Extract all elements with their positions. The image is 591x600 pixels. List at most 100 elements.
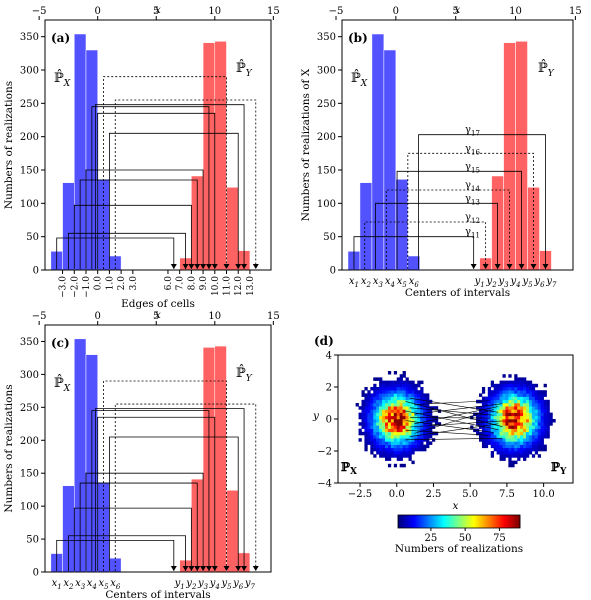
heatmap-cell (531, 435, 536, 439)
heatmap-cell (490, 451, 494, 455)
heatmap-cell (402, 371, 406, 375)
heatmap-cell (502, 412, 506, 417)
heatmap-cell (490, 428, 494, 433)
heatmap-cell (531, 406, 536, 410)
heatmap-cell (411, 390, 415, 394)
heatmap-cell (373, 444, 377, 449)
heatmap-cell (420, 441, 424, 445)
transport-link-6 (91, 106, 210, 269)
transport-line-5 (409, 420, 503, 428)
heatmap-cell (523, 447, 527, 452)
heatmap-cell (423, 399, 427, 404)
heatmap-cell (496, 438, 500, 442)
y-tick-label: −2 (317, 447, 332, 458)
colorbar-segment (402, 515, 405, 528)
heatmap-cell (502, 396, 506, 401)
heatmap-cell (426, 409, 430, 413)
heatmap-cell (355, 403, 359, 407)
center-label-y4: y4 (509, 276, 520, 289)
transport-arrowhead-8 (223, 264, 230, 269)
heatmap-cell (508, 463, 512, 468)
heatmap-cell (390, 435, 395, 439)
heatmap-cell (423, 406, 427, 410)
colorbar-tick-label: 50 (459, 533, 472, 544)
heatmap-cell (517, 406, 521, 410)
heatmap-cell (390, 444, 395, 449)
heatmap-cell (414, 412, 418, 417)
heatmap-cell (517, 380, 521, 385)
heatmap-cell (370, 422, 374, 426)
heatmap-cell (523, 396, 527, 401)
colorbar-segment (416, 515, 419, 528)
heatmap-cell (487, 431, 492, 436)
heatmap-cell (390, 412, 395, 417)
heatmap-cell (502, 435, 506, 439)
heatmap-cell (517, 454, 521, 458)
heatmap-cell (505, 451, 509, 455)
heatmap-cell (382, 403, 386, 407)
heatmap-cell (411, 425, 415, 429)
heatmap-cell (370, 425, 374, 429)
heatmap-cell (546, 399, 550, 404)
heatmap-cell (493, 441, 497, 445)
heatmap-cell (402, 447, 406, 452)
heatmap-cell (390, 441, 395, 445)
heatmap-cell (414, 428, 418, 433)
heatmap-cell (523, 428, 527, 433)
heatmap-cell (514, 435, 518, 439)
heatmap-cell (484, 431, 489, 436)
cluster-label-px: ℙX (341, 460, 357, 477)
heatmap-cell (487, 390, 492, 394)
center-label-x5: x5 (397, 276, 408, 289)
heatmap-cell (505, 412, 509, 417)
heatmap-cell (479, 425, 483, 429)
heatmap-cell (408, 457, 412, 461)
heatmap-cell (487, 435, 492, 439)
heatmap-cell (420, 447, 424, 452)
heatmap-cell (361, 393, 365, 397)
heatmap-cell (429, 441, 433, 445)
heatmap-cell (420, 393, 424, 397)
center-label-x4: x4 (87, 578, 97, 591)
heatmap-cell (417, 419, 421, 423)
transport-arrowhead-2 (182, 264, 189, 269)
heatmap-cell (382, 419, 386, 423)
heatmap-cell (484, 422, 489, 426)
heatmap-cell (502, 419, 506, 423)
top-x-tick-label: 15 (267, 311, 280, 322)
heatmap-cell (411, 422, 415, 426)
heatmap-cell (490, 399, 494, 404)
y-tick-label: 0 (330, 266, 336, 277)
heatmap-cell (517, 399, 521, 404)
panel-tag: (b) (348, 31, 368, 45)
heatmap-cell (543, 435, 547, 439)
heatmap-cell (481, 441, 486, 445)
heatmap-cell (408, 444, 412, 449)
heatmap-cell (490, 390, 494, 394)
heatmap-cell (534, 422, 539, 426)
center-label-x5: x5 (98, 578, 109, 591)
heatmap-cell (364, 444, 368, 449)
heatmap-cell (399, 399, 403, 404)
heatmap-cell (387, 403, 392, 407)
heatmap-cell (505, 390, 509, 394)
heatmap-cell (493, 431, 497, 436)
heatmap-cell (523, 387, 527, 391)
y-axis-label: Numbers of realizations of X (300, 68, 312, 221)
heatmap-cell (534, 406, 539, 410)
heatmap-cell (479, 435, 483, 439)
heatmap-cell (370, 396, 374, 401)
heatmap-cell (393, 380, 398, 385)
heatmap-cell (396, 428, 400, 433)
heatmap-cell (520, 403, 524, 407)
heatmap-cell (379, 409, 383, 413)
heatmap-cell (531, 431, 536, 436)
heatmap-cell (493, 390, 497, 394)
gamma-arrowhead-3 (494, 264, 501, 269)
heatmap-cell (390, 390, 395, 394)
bar-x-5 (395, 179, 409, 271)
colorbar-segment (469, 515, 472, 528)
heatmap-cell (502, 387, 506, 391)
transport-arrowhead-5 (200, 566, 207, 571)
